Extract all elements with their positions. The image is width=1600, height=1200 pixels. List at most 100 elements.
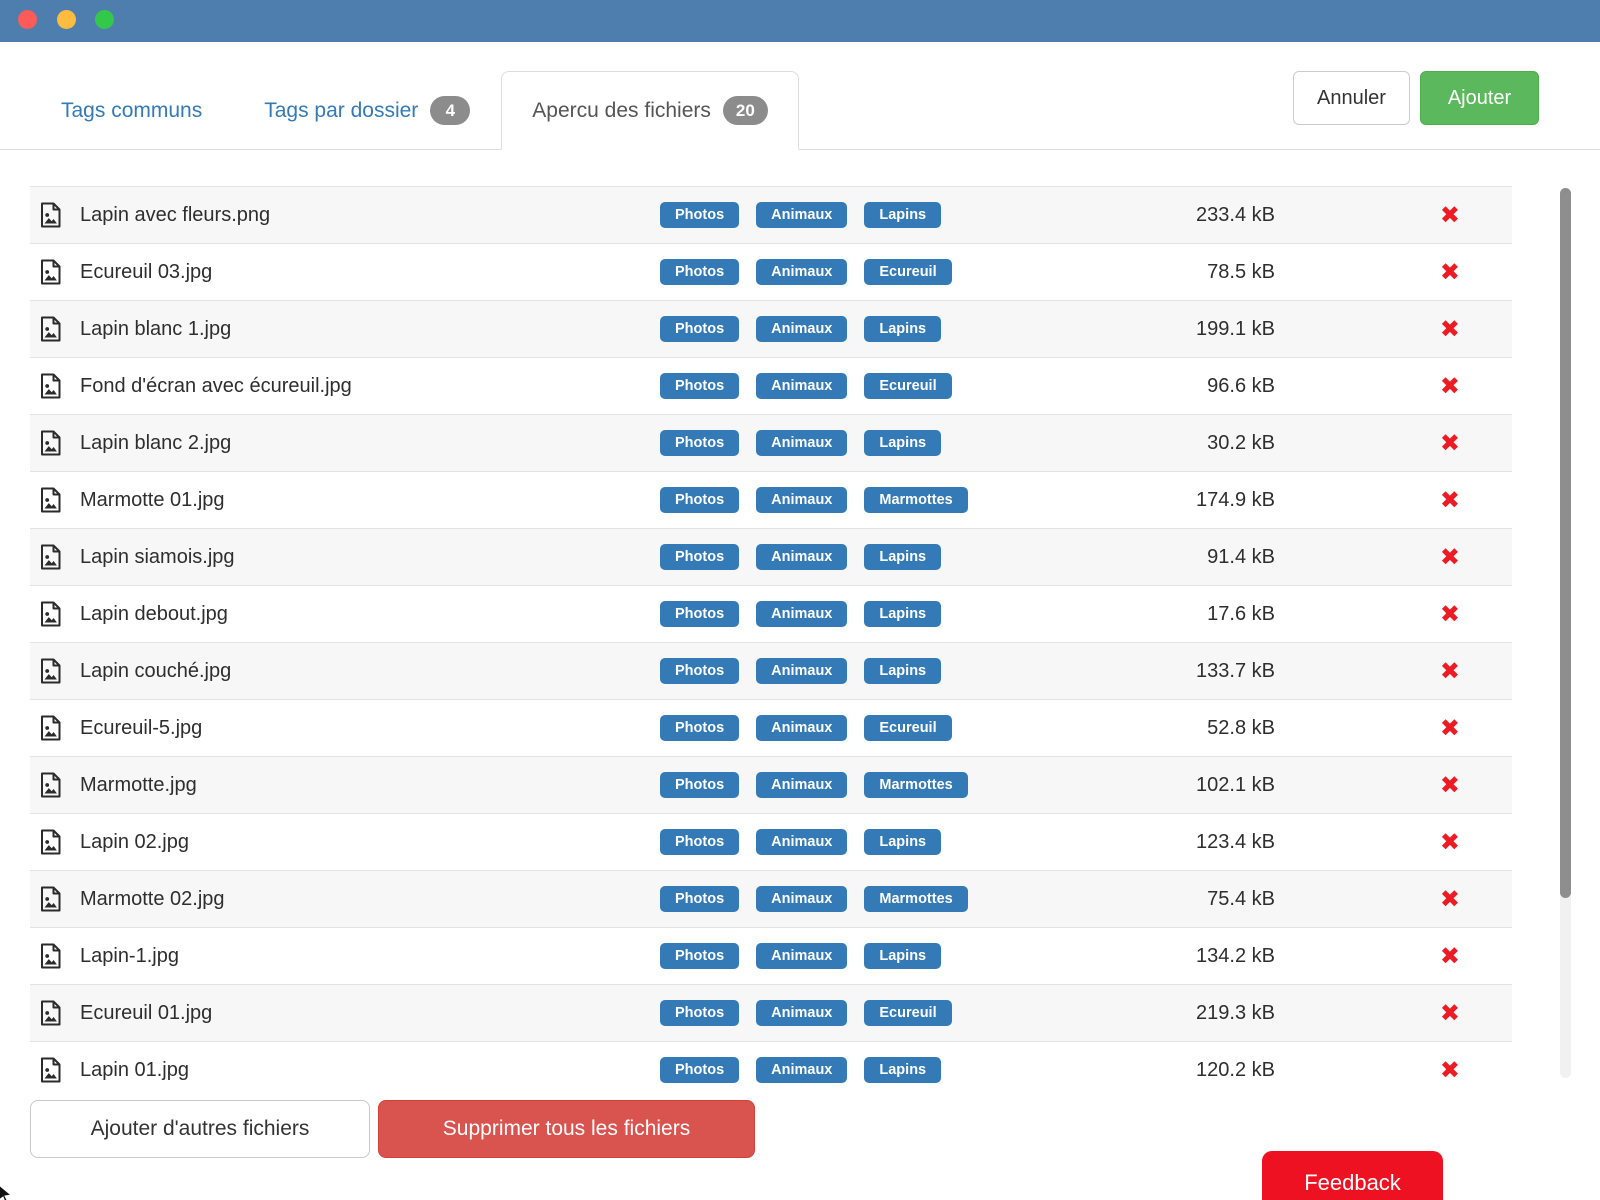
tag-badge: Photos — [660, 201, 740, 229]
file-size: 102.1 kB — [1196, 773, 1275, 796]
table-row: Lapin blanc 2.jpg Photos Animaux Lapins 30… — [30, 415, 1512, 472]
tag-badge: Ecureuil — [864, 258, 952, 286]
file-image-icon — [40, 259, 80, 285]
file-table: Lapin avec fleurs.png Photos Animaux Lapin… — [30, 186, 1512, 1093]
delete-file-button[interactable]: ✖ — [1439, 999, 1460, 1027]
delete-file-button[interactable]: ✖ — [1439, 1056, 1460, 1084]
tag-badge: Ecureuil — [864, 372, 952, 400]
file-image-icon — [40, 886, 80, 912]
file-name: Fond d'écran avec écureuil.jpg — [80, 374, 352, 397]
delete-file-button[interactable]: ✖ — [1439, 543, 1460, 571]
tag-badge: Marmottes — [864, 885, 968, 913]
file-size: 96.6 kB — [1207, 374, 1275, 397]
delete-file-button[interactable]: ✖ — [1439, 828, 1460, 856]
tab[interactable]: Apercu des fichiers 20 — [501, 71, 799, 150]
scrollbar-track[interactable] — [1560, 188, 1571, 1078]
tag-badge: Photos — [660, 486, 740, 514]
delete-file-button[interactable]: ✖ — [1439, 201, 1460, 229]
tag-badge: Lapins — [864, 942, 942, 970]
table-row: Lapin blanc 1.jpg Photos Animaux Lapins 19… — [30, 301, 1512, 358]
delete-file-button[interactable]: ✖ — [1439, 600, 1460, 628]
titlebar — [0, 0, 1600, 42]
tag-badge: Photos — [660, 429, 740, 457]
file-name: Lapin 01.jpg — [80, 1058, 189, 1081]
add-button[interactable]: Ajouter — [1420, 71, 1539, 125]
tag-badge: Animaux — [756, 885, 848, 913]
tag-badge: Photos — [660, 372, 740, 400]
tag-badge: Animaux — [756, 714, 848, 742]
tab-label: Tags communs — [61, 98, 203, 122]
table-row: Lapin siamois.jpg Photos Animaux Lapins 91… — [30, 529, 1512, 586]
delete-file-button[interactable]: ✖ — [1439, 258, 1460, 286]
file-image-icon — [40, 715, 80, 741]
feedback-button[interactable]: Feedback — [1262, 1151, 1443, 1200]
table-row: Marmotte 01.jpg Photos Animaux Marmottes 1… — [30, 472, 1512, 529]
delete-file-button[interactable]: ✖ — [1439, 942, 1460, 970]
delete-file-button[interactable]: ✖ — [1439, 771, 1460, 799]
tag-badge: Animaux — [756, 372, 848, 400]
file-image-icon — [40, 1057, 80, 1083]
file-image-icon — [40, 829, 80, 855]
delete-file-button[interactable]: ✖ — [1439, 372, 1460, 400]
tag-badge: Ecureuil — [864, 999, 952, 1027]
file-image-icon — [40, 544, 80, 570]
table-row: Lapin 01.jpg Photos Animaux Lapins 120.2 k… — [30, 1042, 1512, 1093]
file-name: Lapin couché.jpg — [80, 659, 232, 682]
tag-badge: Photos — [660, 885, 740, 913]
file-image-icon — [40, 772, 80, 798]
table-row: Marmotte 02.jpg Photos Animaux Marmottes 7… — [30, 871, 1512, 928]
tag-badge: Lapins — [864, 315, 942, 343]
tag-badge: Photos — [660, 999, 740, 1027]
table-row: Lapin debout.jpg Photos Animaux Lapins 17.… — [30, 586, 1512, 643]
file-image-icon — [40, 487, 80, 513]
close-window-icon[interactable] — [18, 10, 37, 29]
table-row: Ecureuil 03.jpg Photos Animaux Ecureuil 78… — [30, 244, 1512, 301]
minimize-window-icon[interactable] — [57, 10, 76, 29]
delete-file-button[interactable]: ✖ — [1439, 714, 1460, 742]
delete-file-button[interactable]: ✖ — [1439, 657, 1460, 685]
cancel-button[interactable]: Annuler — [1293, 71, 1410, 125]
footer-bar: Ajouter d'autres fichiers Supprimer tous… — [0, 1092, 1600, 1200]
file-name: Ecureuil 01.jpg — [80, 1001, 213, 1024]
file-size: 133.7 kB — [1196, 659, 1275, 682]
file-name: Lapin 02.jpg — [80, 830, 189, 853]
tag-badge: Animaux — [756, 999, 848, 1027]
file-name: Marmotte 01.jpg — [80, 488, 225, 511]
tag-badge: Marmottes — [864, 486, 968, 514]
tag-badge: Animaux — [756, 771, 848, 799]
tag-badge: Lapins — [864, 201, 942, 229]
file-image-icon — [40, 316, 80, 342]
file-name: Ecureuil-5.jpg — [80, 716, 203, 739]
tag-list: Photos Animaux Lapins — [660, 657, 1170, 685]
tag-badge: Lapins — [864, 600, 942, 628]
table-row: Marmotte.jpg Photos Animaux Marmottes 102.… — [30, 757, 1512, 814]
tag-badge: Animaux — [756, 429, 848, 457]
tag-badge: Animaux — [756, 600, 848, 628]
tab[interactable]: Tags communs — [30, 71, 233, 150]
tag-list: Photos Animaux Lapins — [660, 201, 1170, 229]
delete-all-files-button[interactable]: Supprimer tous les fichiers — [378, 1100, 755, 1158]
add-more-files-button[interactable]: Ajouter d'autres fichiers — [30, 1100, 370, 1158]
tag-badge: Lapins — [864, 543, 942, 571]
delete-file-button[interactable]: ✖ — [1439, 315, 1460, 343]
tag-badge: Ecureuil — [864, 714, 952, 742]
file-image-icon — [40, 202, 80, 228]
tab[interactable]: Tags par dossier 4 — [233, 71, 501, 150]
file-image-icon — [40, 1000, 80, 1026]
maximize-window-icon[interactable] — [95, 10, 114, 29]
file-name: Lapin-1.jpg — [80, 944, 179, 967]
tag-badge: Animaux — [756, 543, 848, 571]
file-size: 120.2 kB — [1196, 1058, 1275, 1081]
delete-file-button[interactable]: ✖ — [1439, 486, 1460, 514]
delete-file-button[interactable]: ✖ — [1439, 429, 1460, 457]
table-row: Ecureuil-5.jpg Photos Animaux Ecureuil 52.… — [30, 700, 1512, 757]
tag-badge: Animaux — [756, 942, 848, 970]
tag-badge: Photos — [660, 543, 740, 571]
file-image-icon — [40, 658, 80, 684]
tag-badge: Lapins — [864, 657, 942, 685]
delete-file-button[interactable]: ✖ — [1439, 885, 1460, 913]
tag-list: Photos Animaux Ecureuil — [660, 999, 1170, 1027]
file-name: Lapin siamois.jpg — [80, 545, 235, 568]
tag-badge: Photos — [660, 828, 740, 856]
scrollbar-thumb[interactable] — [1560, 188, 1571, 898]
